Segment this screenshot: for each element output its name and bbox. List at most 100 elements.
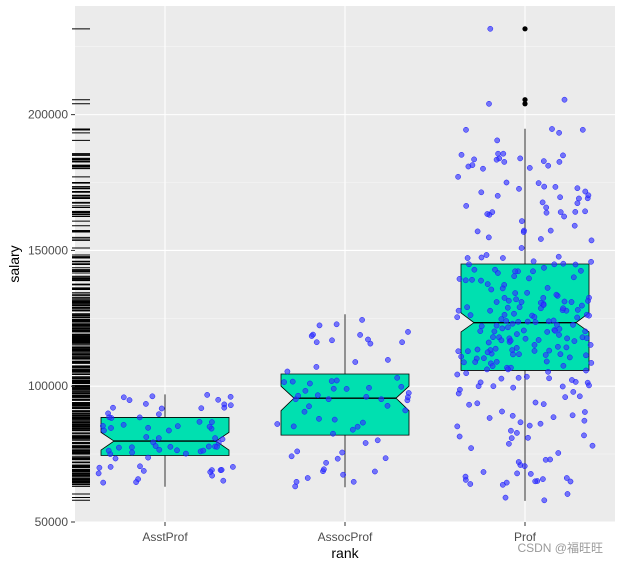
data-point — [564, 335, 570, 342]
data-point — [527, 471, 534, 477]
notched-box-AssocProf — [280, 373, 410, 436]
data-point — [152, 443, 159, 449]
data-point — [323, 459, 329, 466]
data-point — [156, 446, 163, 453]
data-point — [120, 394, 127, 401]
data-point — [360, 419, 366, 426]
data-point — [490, 383, 497, 390]
data-point — [514, 331, 520, 337]
data-point — [487, 25, 494, 32]
data-point — [454, 371, 461, 378]
data-point — [588, 258, 594, 265]
data-point — [582, 409, 588, 415]
data-point — [510, 351, 516, 358]
data-point — [205, 443, 212, 450]
data-point — [463, 203, 470, 209]
data-point — [562, 394, 569, 400]
data-point — [503, 318, 510, 324]
data-point — [145, 454, 151, 461]
data-point — [499, 408, 505, 415]
data-point — [339, 449, 346, 456]
data-point — [493, 299, 500, 305]
data-point — [158, 405, 165, 412]
outlier-point — [522, 26, 528, 32]
data-point — [515, 374, 522, 381]
data-point — [530, 258, 537, 265]
data-point — [464, 255, 471, 261]
data-point — [478, 323, 485, 330]
data-point — [532, 478, 539, 485]
data-point — [525, 434, 531, 441]
x-tick-label: Prof — [514, 530, 537, 544]
data-point — [367, 340, 374, 347]
data-point — [545, 162, 552, 169]
data-point — [465, 348, 471, 355]
data-point — [508, 435, 515, 441]
data-point — [362, 440, 369, 446]
data-point — [455, 173, 461, 180]
x-axis-title: rank — [331, 545, 359, 561]
data-point — [508, 427, 514, 434]
data-point — [547, 227, 554, 234]
data-point — [588, 237, 595, 244]
data-point — [478, 189, 485, 196]
data-point — [541, 183, 548, 190]
data-point — [458, 151, 465, 158]
data-point — [486, 415, 493, 421]
data-point — [221, 404, 228, 411]
data-point — [583, 352, 589, 359]
data-point — [526, 422, 533, 429]
data-point — [531, 342, 538, 348]
data-point — [112, 455, 119, 462]
data-point — [454, 314, 461, 321]
data-point — [567, 478, 574, 485]
data-point — [550, 414, 557, 421]
data-point — [555, 343, 561, 350]
data-point — [227, 402, 234, 409]
data-point — [511, 273, 518, 280]
data-point — [316, 322, 323, 329]
data-point — [100, 423, 106, 429]
data-point — [501, 295, 508, 301]
data-point — [571, 338, 578, 344]
data-point — [325, 396, 332, 403]
data-point — [546, 375, 552, 382]
data-point — [583, 367, 589, 374]
data-point — [145, 424, 151, 431]
data-point — [126, 397, 133, 403]
data-point — [557, 194, 563, 201]
data-point — [350, 478, 357, 485]
data-point — [108, 425, 114, 431]
data-point — [542, 456, 549, 463]
data-point — [583, 311, 590, 318]
data-point — [467, 312, 474, 318]
data-point — [466, 261, 472, 268]
data-point — [531, 348, 538, 354]
data-point — [523, 373, 530, 380]
data-point — [549, 126, 555, 132]
data-point — [333, 321, 340, 328]
data-point — [559, 383, 566, 390]
y-axis-ticks: 50000 100000 150000 200000 — [28, 108, 75, 529]
data-point — [484, 281, 491, 287]
data-point — [513, 345, 520, 351]
salary-rug — [72, 28, 90, 501]
data-point — [463, 126, 469, 133]
data-point — [349, 426, 356, 433]
data-point — [518, 299, 525, 305]
data-point — [455, 307, 462, 314]
data-point — [540, 158, 547, 164]
data-point — [578, 267, 584, 274]
data-point — [506, 440, 512, 447]
data-point — [495, 150, 501, 157]
data-point — [489, 363, 496, 369]
data-point — [493, 322, 500, 329]
data-point — [505, 366, 511, 373]
data-point — [357, 332, 363, 338]
data-point — [554, 321, 560, 328]
data-point — [295, 392, 301, 399]
data-point — [517, 155, 524, 162]
data-point — [566, 354, 573, 361]
data-point — [212, 435, 218, 441]
data-point — [143, 401, 149, 407]
